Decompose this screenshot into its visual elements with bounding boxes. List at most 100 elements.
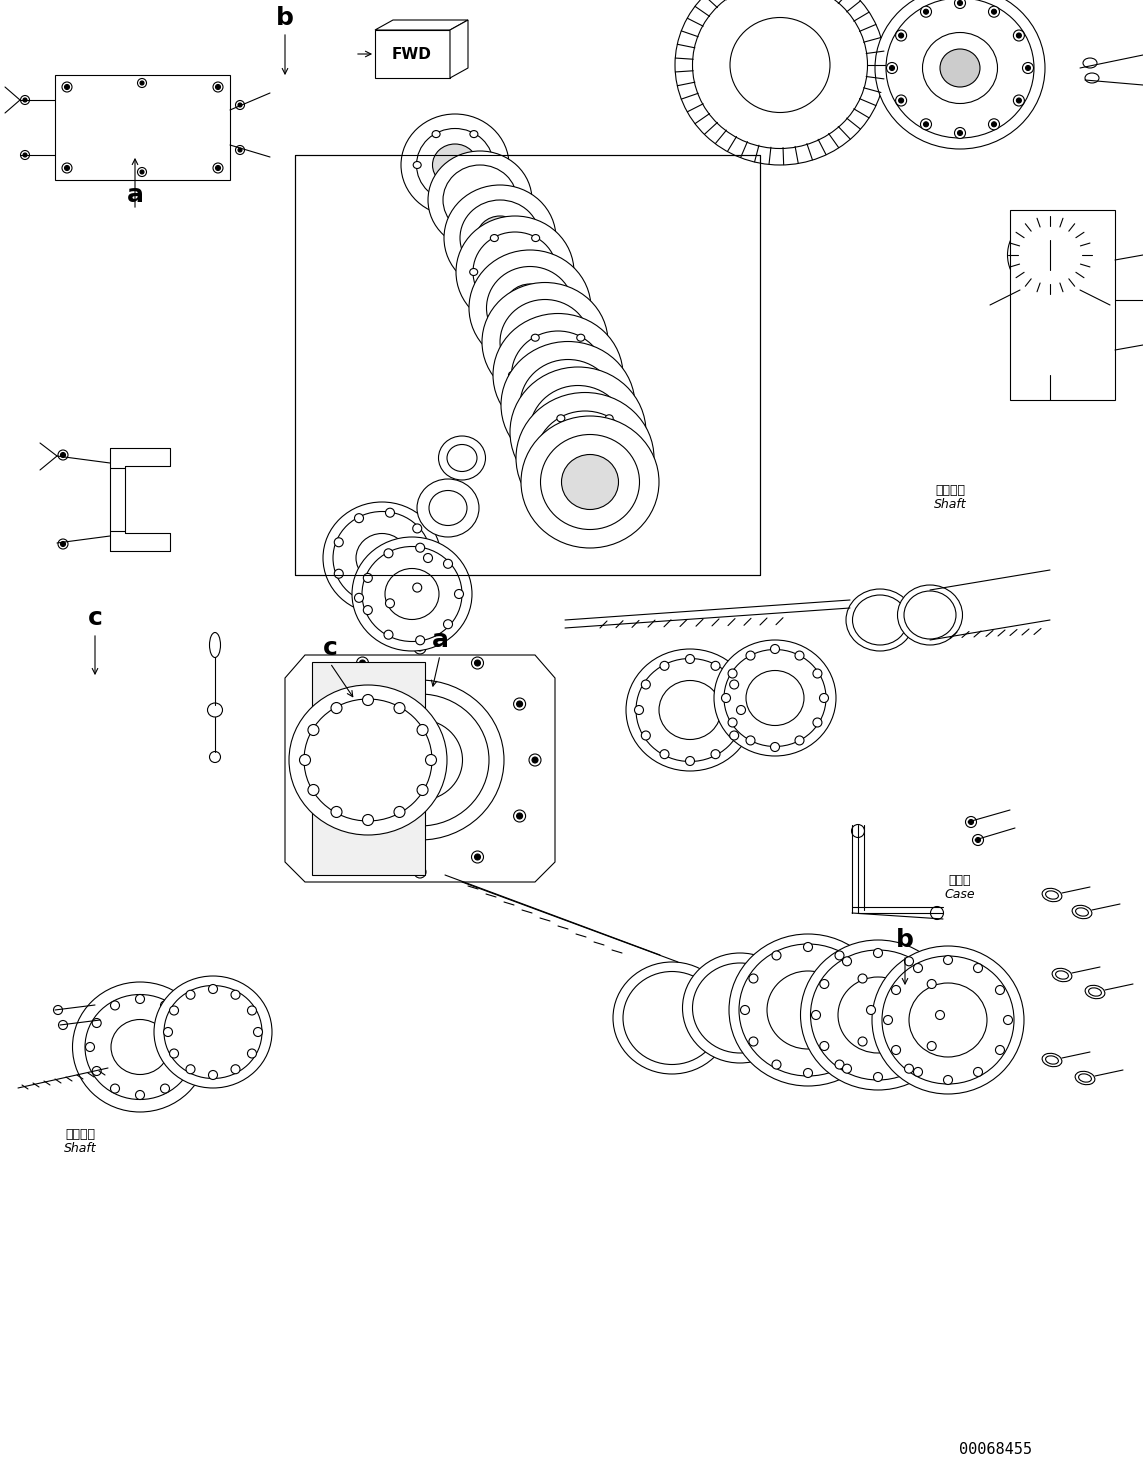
Ellipse shape	[1042, 889, 1062, 902]
Ellipse shape	[1085, 73, 1100, 84]
Ellipse shape	[169, 1049, 178, 1058]
Ellipse shape	[989, 119, 999, 129]
Ellipse shape	[417, 645, 423, 651]
Ellipse shape	[872, 946, 1024, 1094]
Ellipse shape	[686, 655, 695, 664]
Ellipse shape	[314, 698, 327, 710]
Ellipse shape	[439, 436, 486, 480]
Ellipse shape	[904, 956, 913, 965]
Ellipse shape	[557, 494, 565, 501]
Ellipse shape	[304, 699, 432, 821]
Polygon shape	[312, 663, 425, 876]
Ellipse shape	[487, 266, 574, 350]
Ellipse shape	[385, 569, 439, 620]
Ellipse shape	[552, 269, 560, 276]
Ellipse shape	[813, 718, 822, 727]
Ellipse shape	[730, 18, 830, 113]
Ellipse shape	[377, 720, 463, 801]
Ellipse shape	[470, 131, 478, 138]
Ellipse shape	[660, 661, 669, 670]
Ellipse shape	[443, 560, 453, 569]
Ellipse shape	[746, 670, 804, 726]
Ellipse shape	[357, 657, 368, 668]
Ellipse shape	[354, 593, 363, 602]
Ellipse shape	[58, 1021, 67, 1030]
Ellipse shape	[991, 9, 997, 15]
Ellipse shape	[853, 595, 908, 645]
Ellipse shape	[21, 95, 30, 104]
Ellipse shape	[323, 502, 441, 614]
Ellipse shape	[541, 435, 639, 529]
Ellipse shape	[909, 983, 988, 1058]
Ellipse shape	[728, 668, 737, 679]
Ellipse shape	[482, 282, 608, 401]
Ellipse shape	[1084, 57, 1097, 68]
Ellipse shape	[991, 122, 997, 126]
Ellipse shape	[470, 192, 478, 200]
Ellipse shape	[770, 742, 780, 752]
Ellipse shape	[736, 705, 745, 714]
Ellipse shape	[490, 303, 498, 310]
Ellipse shape	[501, 341, 636, 469]
Ellipse shape	[139, 81, 144, 85]
Ellipse shape	[413, 524, 422, 533]
Ellipse shape	[846, 589, 914, 651]
Text: Shaft: Shaft	[64, 1143, 96, 1156]
Ellipse shape	[64, 85, 70, 90]
Ellipse shape	[770, 645, 780, 654]
Ellipse shape	[443, 620, 453, 629]
Ellipse shape	[634, 705, 644, 714]
Ellipse shape	[254, 1027, 263, 1037]
Text: ケース: ケース	[949, 874, 972, 886]
Ellipse shape	[238, 148, 242, 151]
Ellipse shape	[72, 981, 208, 1112]
Ellipse shape	[62, 82, 72, 93]
Ellipse shape	[660, 749, 669, 758]
Ellipse shape	[1016, 32, 1022, 38]
Ellipse shape	[136, 1090, 144, 1099]
Ellipse shape	[1016, 98, 1022, 103]
Ellipse shape	[605, 414, 613, 422]
Ellipse shape	[493, 313, 623, 436]
Ellipse shape	[163, 986, 262, 1078]
Ellipse shape	[23, 98, 27, 101]
Ellipse shape	[163, 1027, 173, 1037]
Ellipse shape	[968, 820, 974, 824]
Ellipse shape	[577, 408, 585, 416]
Ellipse shape	[489, 162, 497, 169]
Ellipse shape	[892, 986, 901, 995]
Ellipse shape	[21, 150, 30, 160]
Ellipse shape	[599, 372, 607, 379]
Ellipse shape	[334, 538, 343, 546]
Ellipse shape	[1056, 971, 1069, 980]
Polygon shape	[375, 21, 467, 29]
Ellipse shape	[913, 964, 922, 972]
Ellipse shape	[334, 569, 343, 579]
Ellipse shape	[873, 949, 882, 958]
Ellipse shape	[235, 145, 245, 154]
Ellipse shape	[892, 1046, 901, 1055]
Ellipse shape	[605, 494, 613, 501]
Ellipse shape	[470, 269, 478, 276]
Ellipse shape	[1085, 986, 1105, 999]
Polygon shape	[450, 21, 467, 78]
Ellipse shape	[111, 1000, 120, 1009]
Ellipse shape	[417, 479, 479, 538]
Ellipse shape	[746, 736, 756, 745]
Ellipse shape	[531, 757, 538, 762]
Ellipse shape	[531, 335, 539, 341]
Ellipse shape	[975, 837, 981, 843]
Ellipse shape	[432, 131, 440, 138]
Ellipse shape	[447, 445, 477, 472]
Ellipse shape	[58, 539, 67, 549]
Ellipse shape	[513, 698, 526, 710]
Ellipse shape	[1079, 1074, 1092, 1083]
Ellipse shape	[842, 1064, 852, 1074]
Ellipse shape	[209, 752, 221, 762]
Ellipse shape	[231, 1065, 240, 1074]
Ellipse shape	[884, 1015, 893, 1024]
Ellipse shape	[413, 583, 422, 592]
Ellipse shape	[626, 649, 754, 771]
Ellipse shape	[510, 367, 646, 497]
Ellipse shape	[958, 131, 962, 135]
